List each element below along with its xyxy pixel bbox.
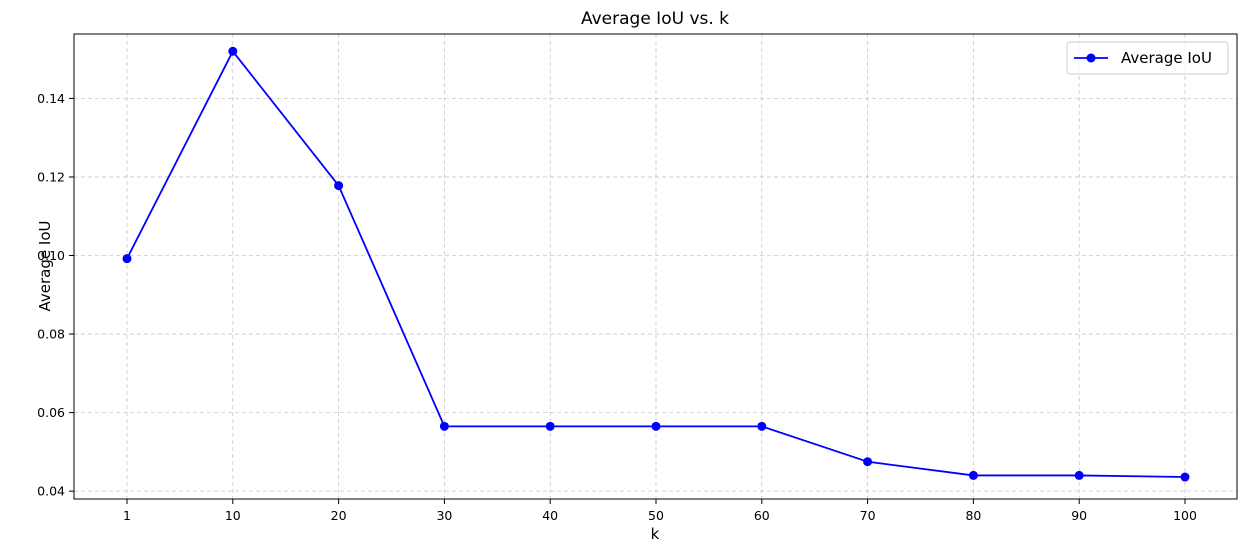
- data-point: [545, 421, 555, 431]
- data-point: [968, 470, 978, 480]
- y-tick-label: 0.10: [37, 248, 65, 263]
- x-tick-label: 90: [1071, 508, 1087, 523]
- legend: Average IoU: [1066, 41, 1229, 75]
- x-axis: 1 10 20 30 40 50 60 70 80 90 100: [123, 499, 1197, 523]
- legend-label: Average IoU: [1121, 49, 1212, 67]
- legend-marker: [1086, 53, 1096, 63]
- data-point: [228, 46, 238, 56]
- x-tick-label: 20: [331, 508, 347, 523]
- x-tick-label: 10: [225, 508, 241, 523]
- y-axis-label: Average IoU: [36, 221, 54, 312]
- x-tick-label: 50: [648, 508, 664, 523]
- data-point: [1074, 470, 1084, 480]
- series-layer: [122, 46, 1190, 482]
- x-tick-label: 80: [965, 508, 981, 523]
- x-tick-label: 40: [542, 508, 558, 523]
- y-tick-label: 0.04: [37, 484, 65, 499]
- x-tick-label: 60: [754, 508, 770, 523]
- data-point: [863, 457, 873, 467]
- y-axis: 0.04 0.06 0.08 0.10 0.12 0.14: [37, 91, 74, 499]
- data-point: [651, 421, 661, 431]
- y-tick-label: 0.12: [37, 169, 65, 184]
- data-point: [122, 254, 132, 264]
- y-tick-label: 0.14: [37, 91, 65, 106]
- data-point: [757, 421, 767, 431]
- x-axis-label: k: [651, 525, 660, 543]
- y-tick-label: 0.06: [37, 405, 65, 420]
- data-point: [439, 421, 449, 431]
- y-tick-label: 0.08: [37, 327, 65, 342]
- chart-title: Average IoU vs. k: [581, 9, 729, 29]
- data-point: [334, 181, 344, 191]
- x-tick-label: 30: [436, 508, 452, 523]
- x-tick-label: 100: [1173, 508, 1197, 523]
- grid: [74, 34, 1237, 499]
- data-point: [1180, 472, 1190, 482]
- x-tick-label: 70: [860, 508, 876, 523]
- x-tick-label: 1: [123, 508, 131, 523]
- legend-box: [1066, 41, 1229, 75]
